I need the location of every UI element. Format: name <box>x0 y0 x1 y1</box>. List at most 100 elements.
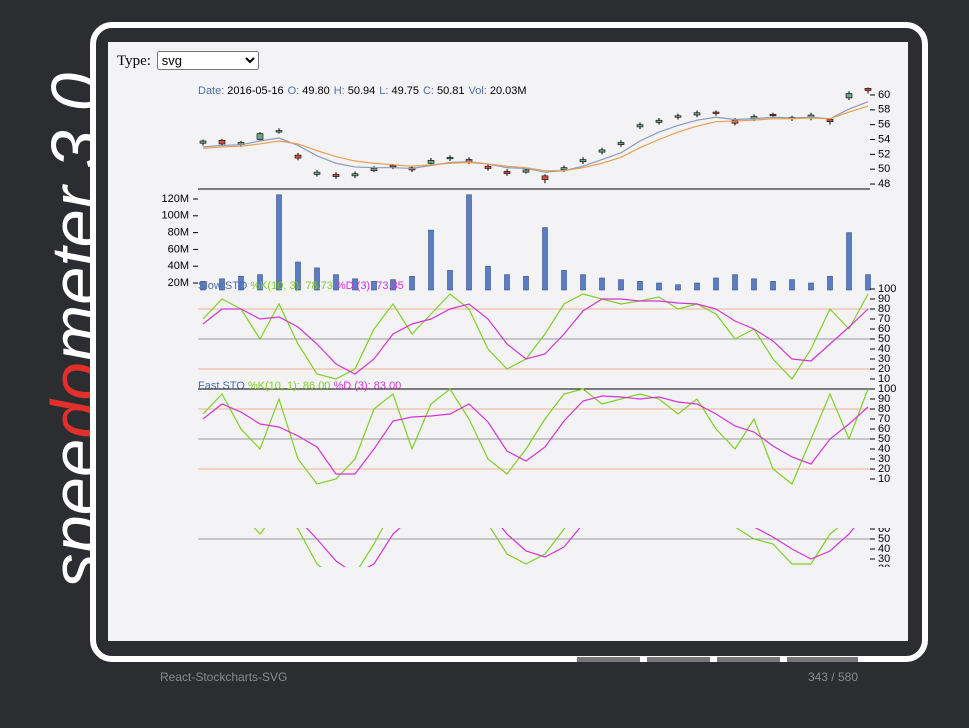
candle-body <box>199 140 207 144</box>
y-tick-label: 70 <box>878 413 890 425</box>
candle-body <box>712 111 720 114</box>
header-value: 50.94 <box>348 85 376 97</box>
volume-bar <box>523 276 529 291</box>
indicator-name: Full STO <box>198 480 242 492</box>
y-tick-label: 58 <box>878 104 890 116</box>
volume-bar <box>808 282 814 291</box>
series-line <box>305 528 855 567</box>
candle-body <box>864 87 872 91</box>
volume-bar <box>751 278 757 291</box>
y-tick-label: 50 <box>878 333 890 345</box>
volume-bar <box>447 270 453 291</box>
y-tick-label: 100 <box>878 283 896 295</box>
volume-bar <box>770 281 776 291</box>
y-tick-label: 40M <box>168 260 189 272</box>
candle-body <box>332 174 340 177</box>
progress-segment <box>437 657 500 662</box>
header-value: 49.75 <box>391 85 419 97</box>
candle-body <box>313 171 321 175</box>
progress-segment <box>297 657 360 662</box>
candle-body <box>522 169 530 173</box>
volume-bar <box>846 232 852 291</box>
y-tick-label: 10 <box>878 373 890 385</box>
y-tick-label: 50 <box>878 163 890 175</box>
y-tick-label: 20 <box>878 363 890 375</box>
indicator-d: %D (3): 83.00 <box>333 380 401 392</box>
y-tick-label: 80 <box>878 403 890 415</box>
volume-bar <box>219 278 225 291</box>
progress-segment <box>577 657 640 662</box>
series-line <box>202 101 869 173</box>
progress-segment <box>787 657 858 662</box>
y-tick-label: 60M <box>168 243 189 255</box>
volume-bar <box>314 267 320 291</box>
candle-body <box>617 142 625 145</box>
candle-body <box>294 154 302 159</box>
type-select[interactable]: svg <box>156 51 259 70</box>
y-tick-label: 52 <box>878 148 890 160</box>
y-tick-label: 20M <box>168 277 189 289</box>
y-tick-label: 70 <box>878 313 890 325</box>
candle-body <box>275 130 283 133</box>
y-tick-label: 120M <box>161 193 189 205</box>
y-tick-label: 40 <box>878 543 890 555</box>
series-line <box>202 395 869 475</box>
volume-bar <box>542 227 548 291</box>
indicator-k: %K(10, 1): 86.00 <box>248 380 331 392</box>
y-tick-label: 30 <box>878 453 890 465</box>
candle-body <box>389 165 397 168</box>
y-tick-label: 50 <box>878 533 890 545</box>
candle-body <box>503 171 511 174</box>
volume-bar <box>789 279 795 291</box>
y-tick-label: 90 <box>878 293 890 305</box>
progress-segment <box>647 657 710 662</box>
volume-bar <box>466 194 472 291</box>
volume-bar <box>827 276 833 291</box>
volume-bar <box>200 281 206 291</box>
brand-part: meter <box>37 184 90 363</box>
candle-body <box>674 115 682 118</box>
volume-bar <box>504 274 510 291</box>
volume-bar <box>352 278 358 291</box>
y-tick-label: 40 <box>878 343 890 355</box>
panel: 20M 40M 60M 80M 100M 120M <box>161 188 871 291</box>
candle-body <box>484 165 492 169</box>
y-tick-label: 80 <box>878 303 890 315</box>
indicator-name: Slow STO <box>198 280 248 292</box>
y-tick-label: 60 <box>878 89 890 101</box>
progress-segment <box>717 657 780 662</box>
volume-bar <box>390 279 396 291</box>
volume-bar <box>371 281 377 291</box>
volume-bar <box>694 282 700 291</box>
brand-version: 3.0 <box>37 73 90 169</box>
volume-bar <box>295 261 301 291</box>
candle-body <box>731 119 739 124</box>
progress-segment <box>367 657 430 662</box>
indicator-k: %K(10, 3): 78.73 <box>250 280 333 292</box>
y-tick-label: 60 <box>878 523 890 535</box>
y-tick-label: 80M <box>168 227 189 239</box>
candle-body <box>256 133 264 140</box>
type-control: Type: svg <box>117 51 259 70</box>
candle-body <box>845 93 853 99</box>
y-tick-label: 54 <box>878 133 890 145</box>
indicator-label: Full STO %K(10, 3): 11.00 %D (4): 73.35 <box>198 480 397 492</box>
y-tick-label: 90 <box>878 493 890 505</box>
volume-bar <box>637 281 643 291</box>
test-area: Type: svg 48 50 52 54 56 58 60 Date: 2016-05-16 O… <box>108 42 908 641</box>
y-tick-label: 30 <box>878 553 890 565</box>
y-tick-label: 56 <box>878 119 890 131</box>
volume-bar <box>257 274 263 291</box>
series-line <box>202 105 869 172</box>
candle-body <box>826 119 834 122</box>
volume-bar <box>580 274 586 291</box>
volume-bar <box>656 282 662 291</box>
test-progress: 343 / 580 <box>807 670 858 684</box>
y-tick-label: 48 <box>878 178 890 190</box>
header-label: L: <box>379 85 388 97</box>
y-tick-label: 100 <box>878 383 896 395</box>
